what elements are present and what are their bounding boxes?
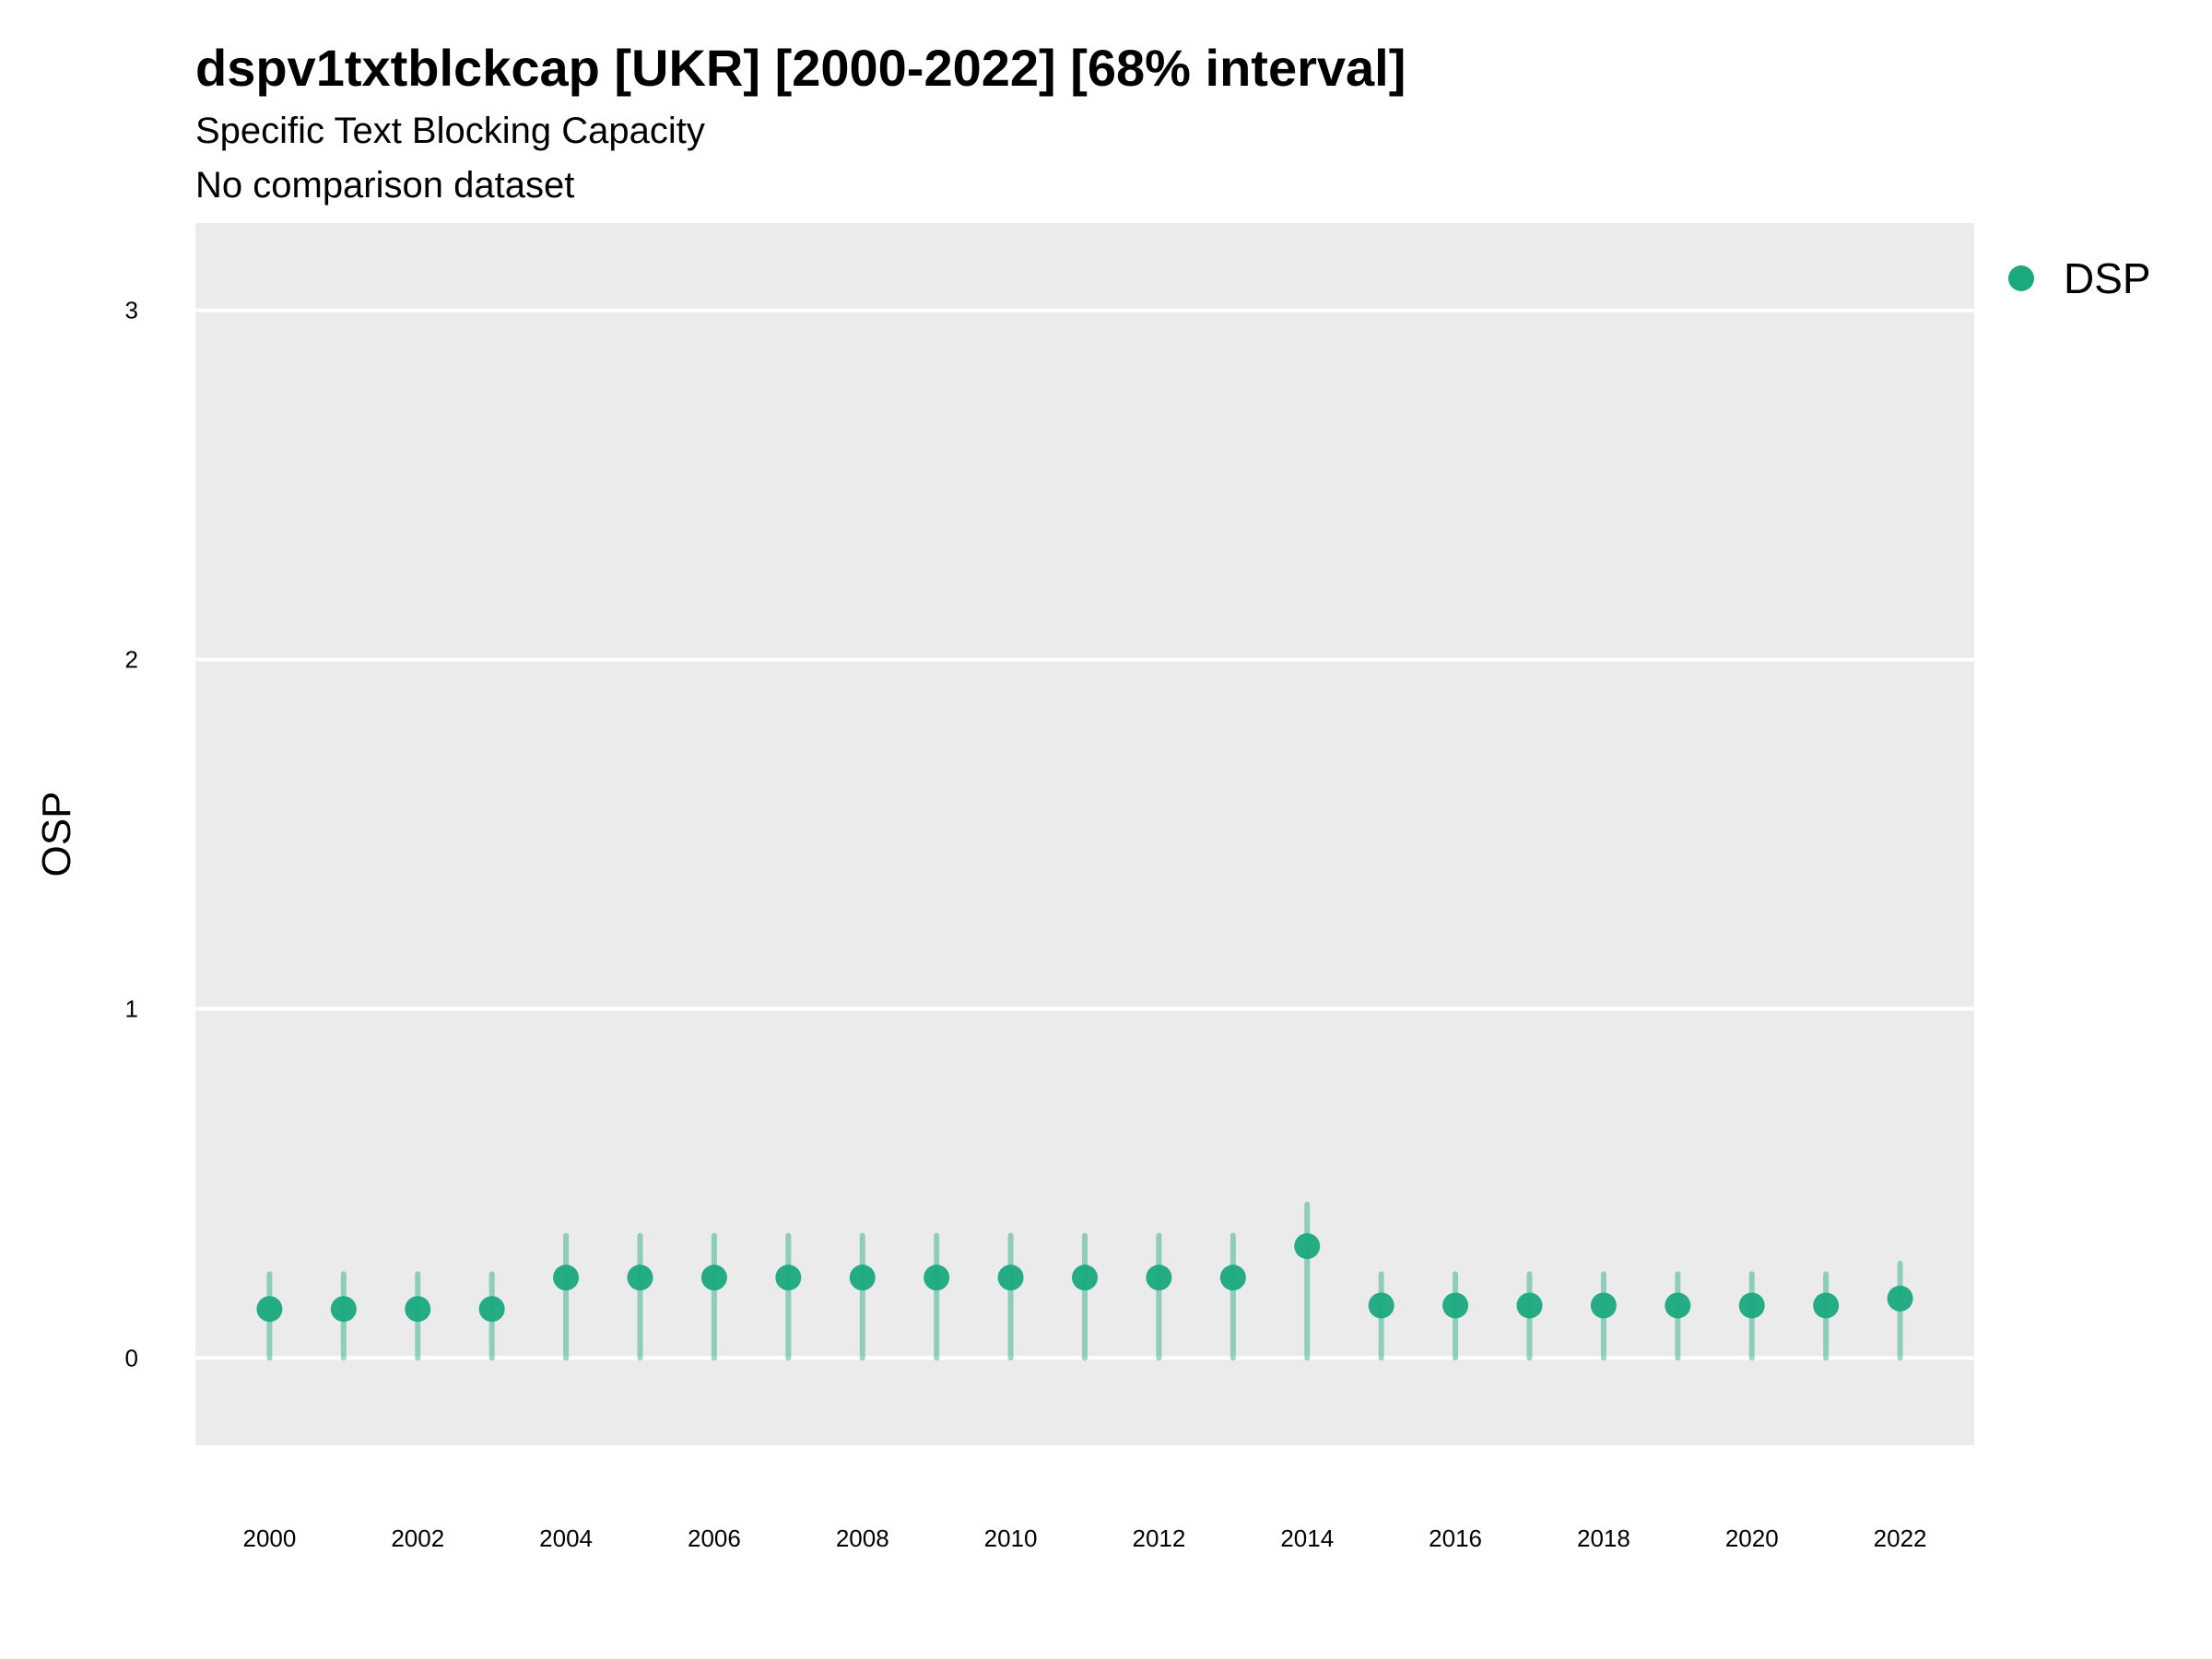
chart-title: dspv1txtblckcap [UKR] [2000-2022] [68% i… bbox=[195, 39, 1406, 97]
chart-subtitle-2: No comparison dataset bbox=[195, 165, 574, 206]
data-point bbox=[1738, 1292, 1765, 1319]
data-point bbox=[775, 1265, 802, 1291]
data-point bbox=[997, 1265, 1024, 1291]
x-tick-label: 2000 bbox=[242, 1524, 296, 1552]
data-point bbox=[553, 1265, 580, 1291]
data-point bbox=[1590, 1292, 1617, 1319]
x-tick-label: 2016 bbox=[1429, 1524, 1482, 1552]
y-tick-label: 3 bbox=[125, 297, 138, 324]
y-axis-label: OSP bbox=[34, 792, 79, 877]
y-tick-label: 0 bbox=[125, 1344, 138, 1371]
data-point bbox=[924, 1265, 950, 1291]
data-point bbox=[405, 1296, 431, 1323]
data-point bbox=[1146, 1265, 1172, 1291]
data-point bbox=[478, 1296, 505, 1323]
plot-panel bbox=[195, 223, 1974, 1445]
x-tick-label: 2006 bbox=[688, 1524, 741, 1552]
x-tick-label: 2008 bbox=[836, 1524, 889, 1552]
data-point bbox=[700, 1265, 727, 1291]
data-point bbox=[1665, 1292, 1691, 1319]
legend-swatch-dsp bbox=[2008, 265, 2034, 291]
data-point bbox=[330, 1296, 357, 1323]
data-point bbox=[1072, 1265, 1098, 1291]
x-tick-label: 2004 bbox=[539, 1524, 593, 1552]
gridlines bbox=[195, 308, 1974, 1360]
data-point bbox=[1887, 1285, 1913, 1312]
data-point bbox=[1368, 1292, 1394, 1319]
data-point bbox=[1813, 1292, 1840, 1319]
x-tick-label: 2002 bbox=[391, 1524, 444, 1552]
x-tick-label: 2022 bbox=[1874, 1524, 1927, 1552]
legend-label-dsp: DSP bbox=[2064, 254, 2151, 302]
x-tick-label: 2014 bbox=[1280, 1524, 1334, 1552]
data-points bbox=[256, 1233, 1913, 1323]
chart-subtitle: Specific Text Blocking Capacity bbox=[195, 111, 705, 151]
x-tick-label: 2018 bbox=[1577, 1524, 1630, 1552]
data-point bbox=[1294, 1233, 1321, 1260]
data-point bbox=[1442, 1292, 1469, 1319]
x-tick-label: 2020 bbox=[1725, 1524, 1779, 1552]
data-point bbox=[849, 1265, 876, 1291]
data-point bbox=[1516, 1292, 1543, 1319]
legend: DSP bbox=[2008, 254, 2151, 302]
data-point bbox=[256, 1296, 283, 1323]
x-tick-label: 2010 bbox=[984, 1524, 1038, 1552]
x-tick-label: 2012 bbox=[1132, 1524, 1185, 1552]
x-axis-ticks: 2000 2002 2004 2006 2008 2010 2012 2014 2016 2018… bbox=[242, 1524, 1926, 1552]
data-point bbox=[627, 1265, 653, 1291]
y-tick-label: 2 bbox=[125, 646, 138, 674]
y-axis-ticks: 0 1 2 3 bbox=[125, 297, 138, 1372]
y-tick-label: 1 bbox=[125, 994, 138, 1022]
data-point bbox=[1219, 1265, 1246, 1291]
